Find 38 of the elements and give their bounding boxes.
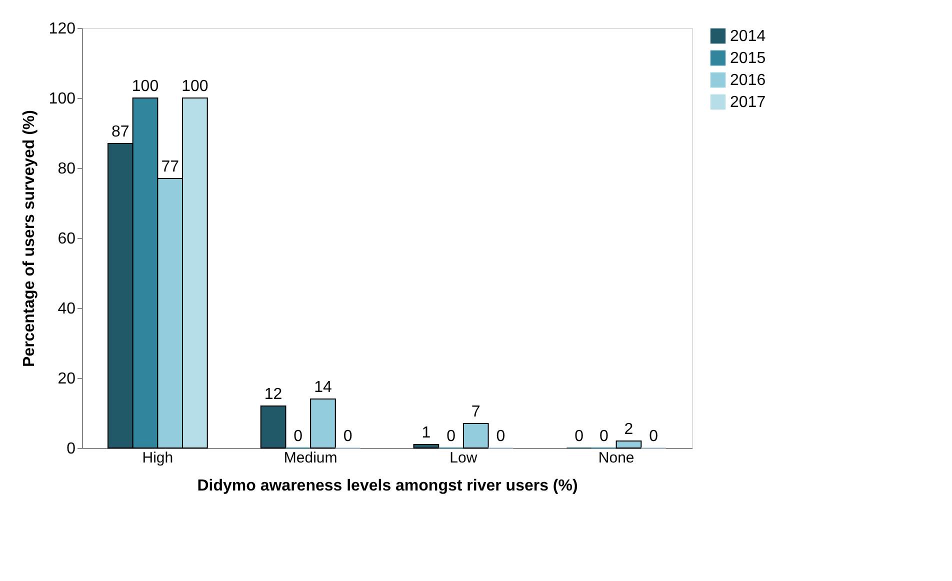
y-tick-label: 60	[58, 230, 76, 248]
data-label: 0	[343, 428, 352, 445]
bar	[413, 444, 440, 448]
data-label: 0	[574, 428, 584, 445]
legend-label: 2017	[730, 94, 766, 111]
data-label: 0	[294, 428, 303, 445]
y-axis-title: Percentage of users surveyed (%)	[20, 110, 38, 367]
data-label: 100	[132, 78, 159, 95]
x-tick-label: Medium	[284, 450, 338, 466]
x-tick-label: High	[142, 450, 174, 466]
y-tick-label: 100	[48, 90, 76, 108]
data-label: 100	[182, 78, 208, 95]
y-tick-label: 120	[48, 20, 76, 38]
data-label: 1	[422, 424, 431, 442]
bar	[616, 440, 642, 448]
y-tick-label: 20	[58, 370, 76, 388]
data-label: 0	[496, 428, 506, 445]
y-tick-label: 40	[58, 300, 76, 318]
data-label: 0	[599, 428, 608, 445]
data-label: 0	[446, 428, 456, 445]
legend-label: 2015	[730, 50, 766, 67]
y-tick-label: 80	[58, 160, 76, 178]
data-label: 87	[112, 124, 130, 140]
bar	[260, 406, 286, 448]
data-label: 2	[624, 421, 634, 438]
data-label: 14	[314, 379, 332, 396]
data-label: 0	[649, 428, 658, 445]
y-tick-label: 0	[66, 440, 76, 458]
legend-label: 2016	[730, 72, 766, 89]
legend-label: 2014	[730, 28, 766, 45]
data-label: 12	[264, 386, 282, 403]
bar	[310, 398, 336, 448]
x-tick-label: None	[598, 450, 634, 466]
bar	[462, 423, 489, 448]
data-label: 7	[471, 404, 480, 420]
x-tick-label: Low	[450, 450, 478, 466]
x-axis-title: Didymo awareness levels amongst river users (%)	[197, 478, 578, 494]
data-label: 77	[161, 158, 180, 176]
